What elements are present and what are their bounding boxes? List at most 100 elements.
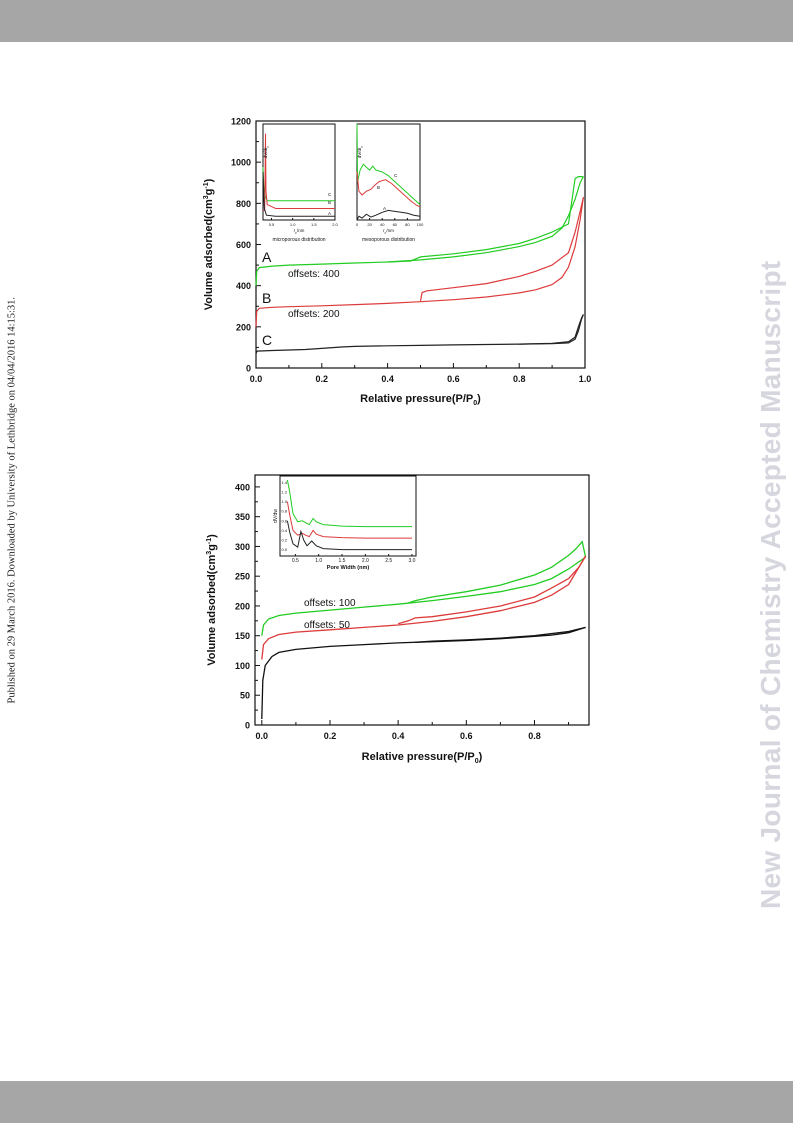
plot2-inset-series-0	[286, 479, 412, 528]
inset-micro-x-tick-label: 0.5	[269, 222, 275, 227]
inset-meso-x-title: rp/nm	[383, 228, 394, 235]
y-axis-title-part: Volume adsorbed(cm	[203, 199, 215, 310]
x-tick-label: 0.8	[513, 374, 526, 384]
y-axis-title-part: g	[203, 189, 215, 196]
plot2-x-tick-label: 0.2	[324, 731, 337, 741]
x-tick-label: 1.0	[579, 374, 592, 384]
inset-micro-x-tick-label: 2.0	[332, 222, 338, 227]
inset-meso-y-title-part: p	[360, 145, 364, 147]
inset-micro-series-B	[263, 133, 335, 211]
plot2-y-tick-label: 200	[235, 601, 250, 611]
plot2-y-tick-label: 350	[235, 512, 250, 522]
inset-meso-x-tick-label: 100	[417, 222, 424, 227]
inset-micro-frame	[262, 123, 336, 221]
plot2-x-axis-title-part: Relative pressure(P/P	[362, 751, 475, 763]
inset-micro-x-tick-label: 1.5	[311, 222, 317, 227]
series-C-adsorption-line	[255, 314, 584, 354]
inset-meso-frame	[356, 123, 421, 221]
curve-label-B: B	[262, 290, 271, 306]
plot2-series-2-adsorption-line	[261, 626, 586, 720]
plot2-inset-y-tick-label: 1.0	[282, 499, 288, 504]
plot2-x-axis-title-part: )	[479, 751, 483, 763]
y-axis-title-part: -1	[203, 182, 210, 188]
inset-meso-x-title-part: r	[383, 228, 385, 233]
plot2-y-tick-label: 300	[235, 542, 250, 552]
inset-micro-x-title-part: p	[295, 231, 297, 235]
y-tick-label: 800	[236, 199, 251, 209]
offset-annotation-B: offsets: 200	[288, 309, 340, 320]
plot2-x-axis-title-part: 0	[475, 758, 479, 765]
plot2-y-axis-title-part: 3	[206, 551, 213, 555]
inset-micro-y-title-part: dV/dr	[263, 147, 268, 158]
plot2-offset-annotation-100: offsets: 100	[304, 598, 356, 609]
plot2-inset-x-tick-label: 1.0	[315, 558, 322, 564]
plot2-y-axis-title-part: )	[206, 534, 218, 538]
plot2-y-axis-title-part: g	[206, 544, 218, 551]
y-tick-label: 0	[246, 364, 251, 374]
inset-micro-label-C: C	[328, 192, 332, 197]
series-A-adsorption-line	[255, 176, 584, 286]
plot2-inset-y-tick-label: 0.8	[282, 509, 288, 514]
plot2-inset-y-tick-label: 1.4	[282, 480, 288, 485]
plot2-inset-y-tick-label: 0.6	[282, 518, 288, 523]
series-B-adsorption-line	[255, 197, 584, 327]
plot2-inset-y-tick-label: 0.4	[282, 528, 288, 533]
plot2-x-tick-label: 0.0	[256, 731, 269, 741]
plot2-y-tick-label: 250	[235, 572, 250, 582]
series-A-desorption-line	[387, 176, 584, 263]
plot2-inset-x-tick-label: 2.5	[385, 558, 392, 564]
x-axis-title: Relative pressure(P/P0)	[360, 393, 481, 407]
inset-meso-label-B: B	[377, 185, 380, 190]
inset-micro-y-title-part: p	[266, 145, 270, 147]
x-tick-label: 0.6	[447, 374, 460, 384]
plot2-inset-x-tick-label: 2.0	[362, 558, 369, 564]
inset-meso-caption: mesoporous distribution	[362, 237, 415, 243]
inset-meso-x-title-part: /nm	[386, 228, 394, 233]
inset-meso-series-C	[356, 123, 421, 205]
inset-micro-y-title: dV/drp	[263, 145, 270, 158]
plot2-x-tick-label: 0.4	[392, 731, 405, 741]
x-tick-label: 0.4	[381, 374, 394, 384]
inset-meso-label-C: C	[394, 173, 398, 178]
inset-meso-x-tick-label: 0	[356, 222, 359, 227]
series-B-desorption-line	[419, 197, 584, 302]
x-tick-label: 0.2	[316, 374, 329, 384]
inset-meso-x-tick-label: 20	[367, 222, 372, 227]
plot2-y-tick-label: 50	[240, 691, 250, 701]
y-axis-title-part: )	[203, 178, 215, 182]
x-axis-title-part: )	[477, 393, 481, 405]
top-header-band	[0, 0, 793, 42]
plot2-inset-x-tick-label: 3.0	[409, 558, 416, 564]
plot2-inset-frame	[279, 475, 417, 557]
plot2-inset-x-tick-label: 1.5	[339, 558, 346, 564]
inset-meso-series-B	[356, 171, 421, 208]
plot2-series-1-desorption-line	[397, 555, 587, 625]
inset-meso-y-title-part: dV/dr	[357, 147, 362, 158]
plot2-frame	[254, 474, 590, 726]
y-axis-title-part: 3	[203, 195, 210, 199]
plot2-y-axis-title-part: Volume adsorbed(cm	[206, 555, 218, 666]
inset-meso-label-A: A	[383, 206, 386, 211]
plot2-y-tick-label: 150	[235, 631, 250, 641]
inset-micro-label-B: B	[328, 200, 331, 205]
plot2-series-1-adsorption-line	[261, 555, 587, 660]
plot2-y-tick-label: 100	[235, 661, 250, 671]
curve-label-A: A	[262, 249, 272, 265]
plot2-y-axis-title: Volume adsorbed(cm3g-1)	[206, 534, 218, 666]
inset-micro-caption: microporous distribution	[272, 237, 325, 243]
y-tick-label: 600	[236, 240, 251, 250]
y-axis-title: Volume adsorbed(cm3g-1)	[203, 178, 215, 310]
plot2-inset-y-title: dV/dw	[273, 509, 279, 523]
plot2-offset-annotation-50: offsets: 50	[304, 620, 350, 631]
offset-annotation-A: offsets: 400	[288, 269, 340, 280]
plot2-inset-x-title: Pore Width (nm)	[327, 565, 370, 571]
y-tick-label: 1000	[231, 158, 251, 168]
inset-micro-x-title-part: /nm	[297, 228, 305, 233]
inset-meso-x-tick-label: 80	[405, 222, 410, 227]
inset-micro-label-A: A	[328, 211, 331, 216]
inset-micro-x-title-part: r	[294, 228, 296, 233]
plot2-x-tick-label: 0.8	[528, 731, 541, 741]
plot2-inset-series-2	[286, 520, 412, 551]
plot2-series-2-desorption-line	[415, 626, 586, 643]
